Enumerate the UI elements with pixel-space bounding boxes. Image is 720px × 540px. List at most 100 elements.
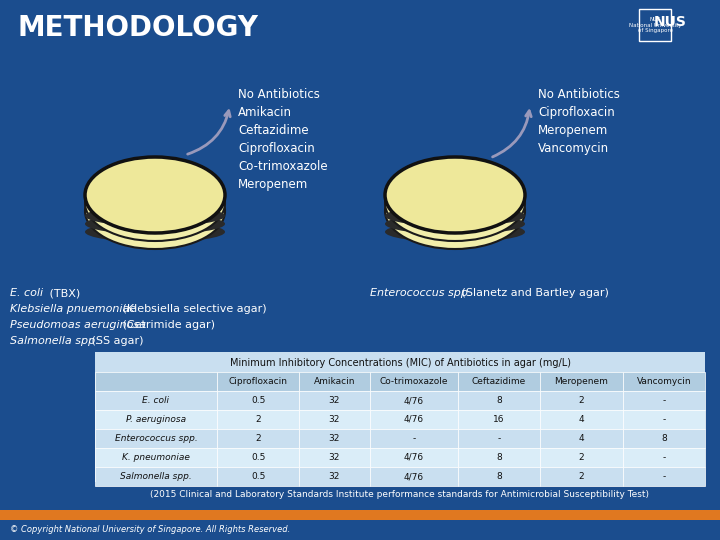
FancyBboxPatch shape bbox=[217, 467, 300, 486]
Text: Meropenem: Meropenem bbox=[538, 124, 608, 137]
FancyBboxPatch shape bbox=[458, 429, 540, 448]
Text: -: - bbox=[412, 434, 415, 443]
FancyBboxPatch shape bbox=[217, 391, 300, 410]
FancyBboxPatch shape bbox=[458, 467, 540, 486]
Text: -: - bbox=[662, 415, 665, 424]
FancyBboxPatch shape bbox=[623, 410, 705, 429]
Text: -: - bbox=[662, 396, 665, 405]
FancyBboxPatch shape bbox=[369, 372, 458, 391]
Text: NUS
National University
of Singapore: NUS National University of Singapore bbox=[629, 17, 681, 33]
Text: (TBX): (TBX) bbox=[46, 288, 81, 298]
FancyBboxPatch shape bbox=[369, 429, 458, 448]
Ellipse shape bbox=[85, 157, 225, 233]
Text: Klebsiella pnuemoniae: Klebsiella pnuemoniae bbox=[10, 304, 136, 314]
Text: 32: 32 bbox=[329, 415, 340, 424]
Text: (Klebsiella selective agar): (Klebsiella selective agar) bbox=[120, 304, 267, 314]
Text: -: - bbox=[662, 453, 665, 462]
Text: Ciprofloxacin: Ciprofloxacin bbox=[229, 377, 288, 386]
FancyBboxPatch shape bbox=[217, 410, 300, 429]
FancyBboxPatch shape bbox=[95, 429, 217, 448]
Text: (SS agar): (SS agar) bbox=[88, 336, 143, 346]
Text: Co-trimoxazole: Co-trimoxazole bbox=[379, 377, 448, 386]
Ellipse shape bbox=[385, 213, 525, 234]
Text: -: - bbox=[662, 472, 665, 481]
Text: 4: 4 bbox=[579, 415, 585, 424]
FancyBboxPatch shape bbox=[95, 352, 705, 482]
Text: 32: 32 bbox=[329, 453, 340, 462]
Text: 4/76: 4/76 bbox=[404, 472, 424, 481]
Text: Pseudomoas aeruginosa: Pseudomoas aeruginosa bbox=[10, 320, 146, 330]
Ellipse shape bbox=[85, 213, 225, 234]
FancyBboxPatch shape bbox=[369, 467, 458, 486]
FancyBboxPatch shape bbox=[300, 410, 369, 429]
Text: 2: 2 bbox=[256, 415, 261, 424]
Text: 4/76: 4/76 bbox=[404, 415, 424, 424]
Text: Ciprofloxacin: Ciprofloxacin bbox=[238, 142, 315, 155]
Text: 32: 32 bbox=[329, 472, 340, 481]
Text: 8: 8 bbox=[496, 453, 502, 462]
FancyBboxPatch shape bbox=[623, 429, 705, 448]
FancyBboxPatch shape bbox=[300, 429, 369, 448]
FancyBboxPatch shape bbox=[300, 467, 369, 486]
FancyBboxPatch shape bbox=[540, 467, 623, 486]
Text: 2: 2 bbox=[256, 434, 261, 443]
FancyBboxPatch shape bbox=[540, 410, 623, 429]
Text: Enterococcus spp.: Enterococcus spp. bbox=[370, 288, 472, 298]
Ellipse shape bbox=[385, 221, 525, 242]
FancyBboxPatch shape bbox=[639, 9, 671, 41]
Text: Enterococcus spp.: Enterococcus spp. bbox=[114, 434, 197, 443]
Text: Amikacin: Amikacin bbox=[238, 106, 292, 119]
FancyBboxPatch shape bbox=[623, 372, 705, 391]
FancyBboxPatch shape bbox=[95, 448, 217, 467]
Ellipse shape bbox=[385, 157, 525, 233]
FancyBboxPatch shape bbox=[540, 372, 623, 391]
Text: No Antibiotics: No Antibiotics bbox=[538, 88, 620, 101]
Text: Amikacin: Amikacin bbox=[314, 377, 355, 386]
FancyBboxPatch shape bbox=[458, 448, 540, 467]
Text: -: - bbox=[498, 434, 500, 443]
FancyBboxPatch shape bbox=[300, 372, 369, 391]
Text: (Cetrimide agar): (Cetrimide agar) bbox=[120, 320, 215, 330]
Ellipse shape bbox=[385, 157, 525, 233]
FancyBboxPatch shape bbox=[369, 448, 458, 467]
Text: Ceftazidime: Ceftazidime bbox=[238, 124, 309, 137]
FancyBboxPatch shape bbox=[95, 372, 217, 391]
Text: 8: 8 bbox=[661, 434, 667, 443]
Ellipse shape bbox=[85, 165, 225, 241]
FancyBboxPatch shape bbox=[540, 429, 623, 448]
Text: METHODOLOGY: METHODOLOGY bbox=[18, 14, 259, 42]
Text: Salmonella spp.: Salmonella spp. bbox=[10, 336, 99, 346]
Text: 16: 16 bbox=[493, 415, 505, 424]
Ellipse shape bbox=[385, 205, 525, 226]
Text: © Copyright National University of Singapore. All Rights Reserved.: © Copyright National University of Singa… bbox=[10, 525, 290, 534]
FancyBboxPatch shape bbox=[623, 467, 705, 486]
Text: Ceftazidime: Ceftazidime bbox=[472, 377, 526, 386]
FancyBboxPatch shape bbox=[458, 410, 540, 429]
Text: (Slanetz and Bartley agar): (Slanetz and Bartley agar) bbox=[459, 288, 609, 298]
FancyBboxPatch shape bbox=[369, 410, 458, 429]
Ellipse shape bbox=[85, 173, 225, 249]
Text: Minimum Inhibitory Concentrations (MIC) of Antibiotics in agar (mg/L): Minimum Inhibitory Concentrations (MIC) … bbox=[230, 358, 570, 368]
Text: 0.5: 0.5 bbox=[251, 453, 266, 462]
FancyBboxPatch shape bbox=[0, 510, 720, 520]
FancyBboxPatch shape bbox=[95, 410, 217, 429]
FancyBboxPatch shape bbox=[217, 429, 300, 448]
FancyBboxPatch shape bbox=[623, 448, 705, 467]
FancyBboxPatch shape bbox=[217, 448, 300, 467]
Text: Vancomycin: Vancomycin bbox=[538, 142, 609, 155]
Ellipse shape bbox=[385, 165, 525, 241]
Text: Salmonella spp.: Salmonella spp. bbox=[120, 472, 192, 481]
FancyBboxPatch shape bbox=[369, 391, 458, 410]
Text: (2015 Clinical and Laboratory Standards Institute performance standards for Anti: (2015 Clinical and Laboratory Standards … bbox=[150, 490, 649, 499]
Text: 8: 8 bbox=[496, 472, 502, 481]
Text: 2: 2 bbox=[579, 472, 585, 481]
Text: 4/76: 4/76 bbox=[404, 453, 424, 462]
FancyBboxPatch shape bbox=[458, 391, 540, 410]
Text: 32: 32 bbox=[329, 396, 340, 405]
Text: 2: 2 bbox=[579, 453, 585, 462]
Text: Meropenem: Meropenem bbox=[238, 178, 308, 191]
FancyBboxPatch shape bbox=[95, 391, 217, 410]
FancyBboxPatch shape bbox=[540, 391, 623, 410]
FancyBboxPatch shape bbox=[300, 448, 369, 467]
Text: Co-trimoxazole: Co-trimoxazole bbox=[238, 160, 328, 173]
